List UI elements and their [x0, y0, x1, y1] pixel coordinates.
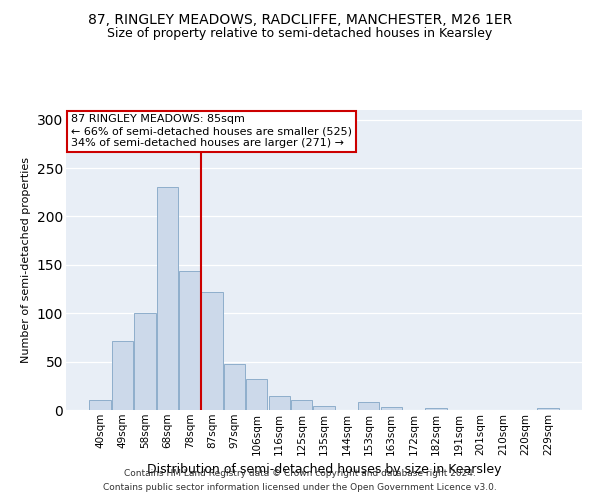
Bar [89, 400, 111, 410]
Bar [224, 364, 245, 410]
Bar [291, 400, 312, 410]
Text: Contains public sector information licensed under the Open Government Licence v3: Contains public sector information licen… [103, 484, 497, 492]
X-axis label: Distribution of semi-detached houses by size in Kearsley: Distribution of semi-detached houses by … [147, 463, 501, 476]
Text: 87, RINGLEY MEADOWS, RADCLIFFE, MANCHESTER, M26 1ER: 87, RINGLEY MEADOWS, RADCLIFFE, MANCHEST… [88, 12, 512, 26]
Text: Size of property relative to semi-detached houses in Kearsley: Size of property relative to semi-detach… [107, 28, 493, 40]
Bar [179, 270, 200, 410]
Text: 87 RINGLEY MEADOWS: 85sqm
← 66% of semi-detached houses are smaller (525)
34% of: 87 RINGLEY MEADOWS: 85sqm ← 66% of semi-… [71, 114, 352, 148]
Bar [269, 396, 290, 410]
Bar [537, 408, 559, 410]
Bar [425, 408, 446, 410]
Bar [380, 407, 402, 410]
Bar [134, 313, 155, 410]
Bar [157, 188, 178, 410]
Text: Contains HM Land Registry data © Crown copyright and database right 2024.: Contains HM Land Registry data © Crown c… [124, 468, 476, 477]
Y-axis label: Number of semi-detached properties: Number of semi-detached properties [21, 157, 31, 363]
Bar [246, 379, 268, 410]
Bar [112, 342, 133, 410]
Bar [313, 406, 335, 410]
Bar [202, 292, 223, 410]
Bar [358, 402, 379, 410]
